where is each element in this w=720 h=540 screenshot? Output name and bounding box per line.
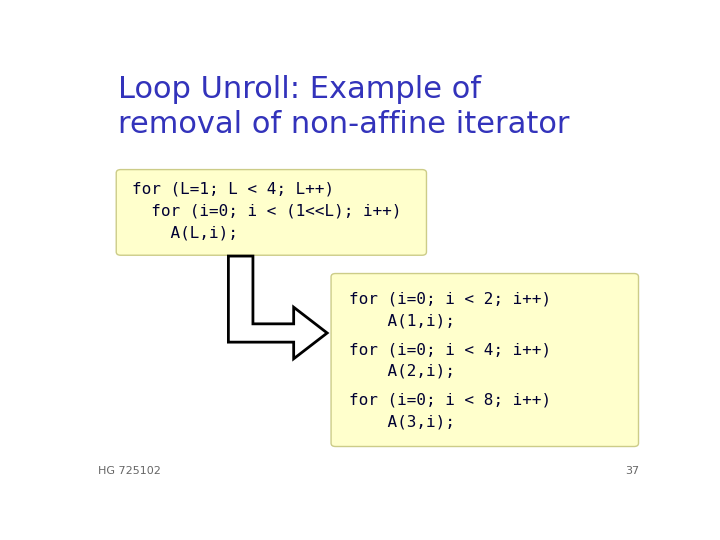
Text: A(1,i);: A(1,i); xyxy=(349,313,455,328)
Text: for (L=1; L < 4; L++)
  for (i=0; i < (1<<L); i++)
    A(L,i);: for (L=1; L < 4; L++) for (i=0; i < (1<<… xyxy=(132,181,401,241)
Text: for (i=0; i < 4; i++): for (i=0; i < 4; i++) xyxy=(349,342,552,357)
Polygon shape xyxy=(228,256,327,359)
Text: for (i=0; i < 2; i++): for (i=0; i < 2; i++) xyxy=(349,292,552,306)
Text: A(3,i);: A(3,i); xyxy=(349,415,455,429)
Text: 37: 37 xyxy=(626,465,639,476)
Text: for (i=0; i < 8; i++): for (i=0; i < 8; i++) xyxy=(349,393,552,408)
Text: Loop Unroll: Example of
removal of non-affine iterator: Loop Unroll: Example of removal of non-a… xyxy=(118,75,570,139)
FancyBboxPatch shape xyxy=(116,170,426,255)
Text: HG 725102: HG 725102 xyxy=(99,465,161,476)
FancyBboxPatch shape xyxy=(331,274,639,447)
Text: A(2,i);: A(2,i); xyxy=(349,364,455,379)
